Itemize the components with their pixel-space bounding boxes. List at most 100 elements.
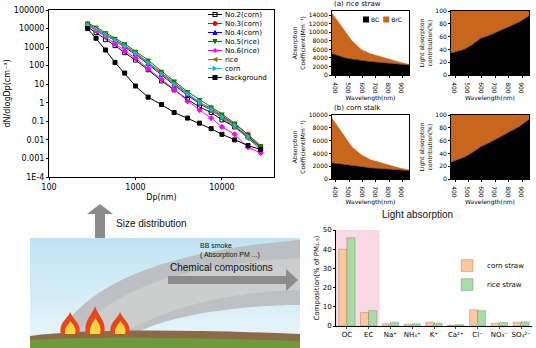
svg-text:No.3(corn): No.3(corn): [225, 20, 262, 28]
svg-text:Ca²⁺: Ca²⁺: [448, 331, 464, 339]
svg-text:Na⁺: Na⁺: [384, 331, 398, 339]
svg-text:40: 40: [323, 246, 332, 254]
svg-text:700: 700: [372, 186, 379, 198]
svg-text:900: 900: [398, 186, 405, 198]
svg-text:6000: 6000: [313, 46, 328, 53]
svg-text:Composition(% of PM₂.₅): Composition(% of PM₂.₅): [313, 235, 321, 320]
svg-text:1: 1: [39, 99, 44, 108]
svg-text:Dp(nm): Dp(nm): [146, 193, 176, 202]
svg-text:14000: 14000: [309, 11, 328, 18]
svg-text:400: 400: [451, 186, 458, 198]
svg-text:4000: 4000: [313, 54, 328, 61]
svg-text:6000: 6000: [313, 137, 328, 144]
svg-text:2000: 2000: [313, 63, 328, 70]
svg-text:(a) rice straw: (a) rice straw: [334, 0, 381, 8]
svg-text:800: 800: [505, 186, 512, 198]
svg-text:No.5(rice): No.5(rice): [225, 38, 260, 46]
svg-text:500: 500: [464, 186, 471, 198]
svg-text:600: 600: [478, 82, 485, 94]
svg-text:100000: 100000: [14, 6, 45, 15]
svg-text:900: 900: [518, 82, 525, 94]
svg-text:1E-4: 1E-4: [26, 173, 44, 182]
svg-text:500: 500: [464, 82, 471, 94]
svg-text:500: 500: [345, 186, 352, 198]
svg-text:0: 0: [443, 71, 447, 78]
svg-text:10: 10: [323, 303, 332, 311]
svg-text:80: 80: [439, 124, 447, 131]
svg-text:Background: Background: [225, 74, 267, 82]
svg-text:10000: 10000: [19, 24, 44, 33]
svg-text:2000: 2000: [313, 162, 328, 169]
svg-text:20: 20: [439, 162, 447, 169]
svg-text:400: 400: [332, 186, 339, 198]
svg-text:100: 100: [435, 7, 447, 14]
svg-text:BB smoke: BB smoke: [200, 242, 232, 249]
svg-text:50: 50: [323, 226, 332, 234]
svg-text:600: 600: [359, 186, 366, 198]
svg-text:20: 20: [439, 58, 447, 65]
svg-text:OC: OC: [342, 331, 353, 339]
svg-text:K⁺: K⁺: [430, 331, 439, 339]
svg-text:500: 500: [345, 82, 352, 94]
svg-text:60: 60: [439, 137, 447, 144]
svg-text:100: 100: [29, 61, 44, 70]
svg-text:Light absorptioncontribution(%: Light absorptioncontribution(%): [418, 122, 433, 171]
svg-text:8000: 8000: [313, 124, 328, 131]
svg-text:700: 700: [372, 82, 379, 94]
svg-text:AbsorptionCoefficient(Mm⁻¹): AbsorptionCoefficient(Mm⁻¹): [291, 120, 306, 173]
svg-text:60: 60: [439, 33, 447, 40]
svg-text:BrC: BrC: [391, 16, 402, 23]
svg-text:Light absorptioncontribution(%: Light absorptioncontribution(%): [418, 18, 433, 67]
svg-text:Wavelength(nm): Wavelength(nm): [465, 198, 515, 206]
svg-text:900: 900: [398, 82, 405, 94]
svg-text:800: 800: [385, 82, 392, 94]
svg-text:NH₄⁺: NH₄⁺: [404, 331, 421, 339]
svg-text:40: 40: [439, 46, 447, 53]
svg-text:10: 10: [34, 80, 44, 89]
svg-text:0.1: 0.1: [32, 117, 45, 126]
svg-text:10000: 10000: [309, 111, 328, 118]
svg-text:dN/dlogDp(cm⁻³): dN/dlogDp(cm⁻³): [3, 59, 12, 127]
svg-text:EC: EC: [364, 331, 373, 339]
svg-text:Light absorption: Light absorption: [382, 209, 453, 220]
svg-text:0: 0: [327, 322, 331, 330]
svg-text:0: 0: [324, 71, 328, 78]
svg-text:0.001: 0.001: [21, 154, 44, 163]
svg-text:100: 100: [41, 183, 56, 192]
svg-text:600: 600: [478, 186, 485, 198]
svg-text:Size distribution: Size distribution: [116, 218, 187, 229]
svg-text:1000: 1000: [24, 43, 44, 52]
svg-text:rice: rice: [225, 56, 238, 64]
svg-text:0: 0: [324, 175, 328, 182]
svg-text:900: 900: [518, 186, 525, 198]
svg-text:( Absorption PM ...): ( Absorption PM ...): [200, 251, 260, 259]
svg-text:Wavelength(nm): Wavelength(nm): [346, 94, 396, 102]
svg-text:No.2(corn): No.2(corn): [225, 11, 262, 19]
svg-text:No.6(rice): No.6(rice): [225, 47, 260, 55]
svg-text:20: 20: [323, 284, 332, 292]
svg-text:10000: 10000: [309, 28, 328, 35]
svg-text:0.01: 0.01: [27, 136, 45, 145]
svg-text:700: 700: [491, 186, 498, 198]
svg-text:4000: 4000: [313, 150, 328, 157]
svg-text:400: 400: [332, 82, 339, 94]
svg-text:(b) corn stalk: (b) corn stalk: [334, 104, 381, 112]
svg-text:BC: BC: [371, 16, 379, 23]
svg-text:Wavelength(nm): Wavelength(nm): [465, 94, 515, 102]
svg-text:rice straw: rice straw: [487, 281, 522, 289]
svg-text:Chemical compositions: Chemical compositions: [170, 262, 273, 273]
svg-text:AbsorptionCoefficient(Mm⁻¹): AbsorptionCoefficient(Mm⁻¹): [291, 16, 306, 69]
svg-text:100: 100: [435, 111, 447, 118]
svg-text:800: 800: [505, 82, 512, 94]
svg-text:10000: 10000: [209, 183, 234, 192]
svg-text:400: 400: [451, 82, 458, 94]
svg-text:Wavelength(nm): Wavelength(nm): [346, 198, 396, 206]
svg-text:SO₄²⁻: SO₄²⁻: [511, 331, 531, 339]
svg-text:Cl⁻: Cl⁻: [472, 331, 483, 339]
svg-text:600: 600: [359, 82, 366, 94]
svg-text:1000: 1000: [125, 183, 145, 192]
svg-text:8000: 8000: [313, 37, 328, 44]
svg-text:40: 40: [439, 150, 447, 157]
svg-text:30: 30: [323, 265, 332, 273]
svg-text:No.4(corn): No.4(corn): [225, 29, 262, 37]
